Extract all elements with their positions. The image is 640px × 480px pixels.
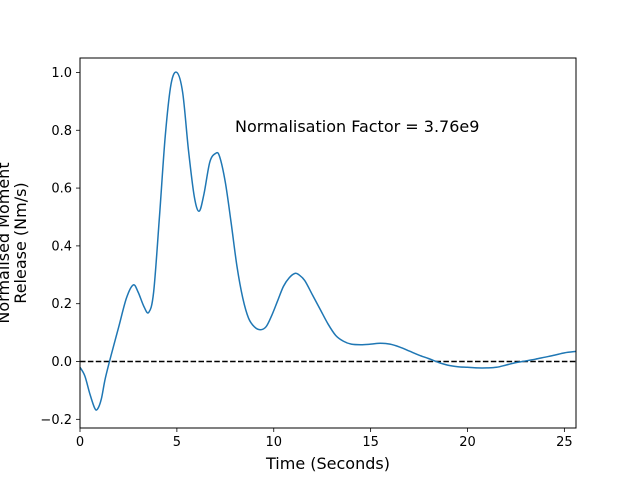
- annotation-normalisation-factor: Normalisation Factor = 3.76e9: [235, 117, 479, 136]
- y-tick-label: 0.0: [51, 355, 72, 370]
- y-tick-label: 0.6: [51, 182, 72, 197]
- x-axis-label: Time (Seconds): [265, 454, 390, 473]
- y-tick-label: 0.2: [51, 297, 72, 312]
- y-axis-label-line-2: Release (Nm/s): [11, 182, 30, 303]
- x-tick-label: 0: [76, 435, 84, 450]
- axes-frame: [79, 57, 577, 429]
- x-tick-label: 15: [362, 435, 379, 450]
- y-axis-label-line-1: Normalised Moment: [0, 162, 13, 323]
- x-tick-label: 10: [265, 435, 282, 450]
- y-tick-label: 0.4: [51, 239, 72, 254]
- x-tick-label: 20: [459, 435, 476, 450]
- x-tick-label: 5: [173, 435, 181, 450]
- y-tick-label: 0.8: [51, 124, 72, 139]
- x-tick-label: 25: [556, 435, 573, 450]
- series-line-0: [79, 71, 577, 411]
- y-tick-label: 1.0: [51, 66, 72, 81]
- plot-area: [79, 71, 577, 411]
- y-axis-label: Normalised Moment Release (Nm/s): [0, 162, 30, 323]
- y-tick-label: −0.2: [40, 413, 72, 428]
- y-axis-ticks: −0.2 0.0 0.2 0.4 0.6 0.8 1.0: [40, 66, 80, 428]
- x-axis-ticks: 0 5 10 15 20 25: [76, 428, 573, 450]
